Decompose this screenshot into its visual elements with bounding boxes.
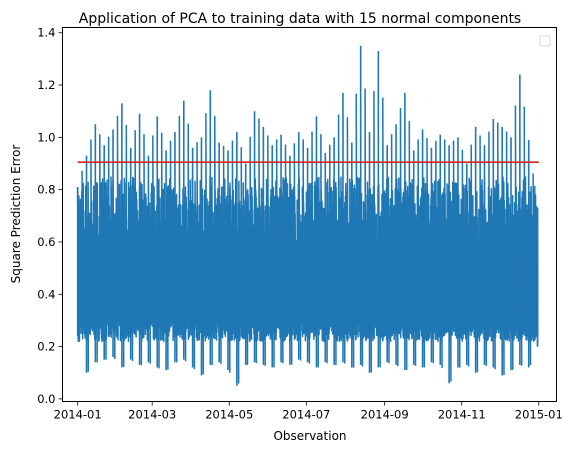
y-tick-label: 0.6 xyxy=(37,235,55,249)
plot-frame xyxy=(62,27,557,402)
y-axis-label: Square Prediction Error xyxy=(9,145,23,284)
x-tick-label: 2014-01 xyxy=(54,408,102,422)
y-tick-label: 0.0 xyxy=(37,392,55,406)
x-tick-label: 2014-07 xyxy=(282,408,330,422)
y-tick-label: 0.4 xyxy=(37,287,55,301)
x-tick-label: 2014-03 xyxy=(128,408,176,422)
x-axis-label: Observation xyxy=(273,429,346,443)
legend-box xyxy=(539,35,551,47)
y-tick-label: 0.8 xyxy=(37,183,55,197)
chart-title: Application of PCA to training data with… xyxy=(79,11,521,27)
x-tick-label: 2014-05 xyxy=(205,408,253,422)
y-tick-label: 1.0 xyxy=(37,130,55,144)
x-tick-label: 2014-09 xyxy=(361,408,409,422)
x-tick-label: 2014-11 xyxy=(438,408,486,422)
x-tick-label: 2015-01 xyxy=(515,408,563,422)
series-layer xyxy=(76,45,539,386)
y-tick-label: 1.4 xyxy=(37,26,55,40)
y-tick-label: 0.2 xyxy=(37,340,55,354)
y-axis: 0.0 0.2 0.4 0.6 0.8 1.0 1.2 1.4 xyxy=(37,26,63,406)
x-axis: 2014-01 2014-03 2014-05 2014-07 2014-09 2014-… xyxy=(54,401,563,422)
y-tick-label: 1.2 xyxy=(37,78,55,92)
series-spe xyxy=(76,45,539,386)
